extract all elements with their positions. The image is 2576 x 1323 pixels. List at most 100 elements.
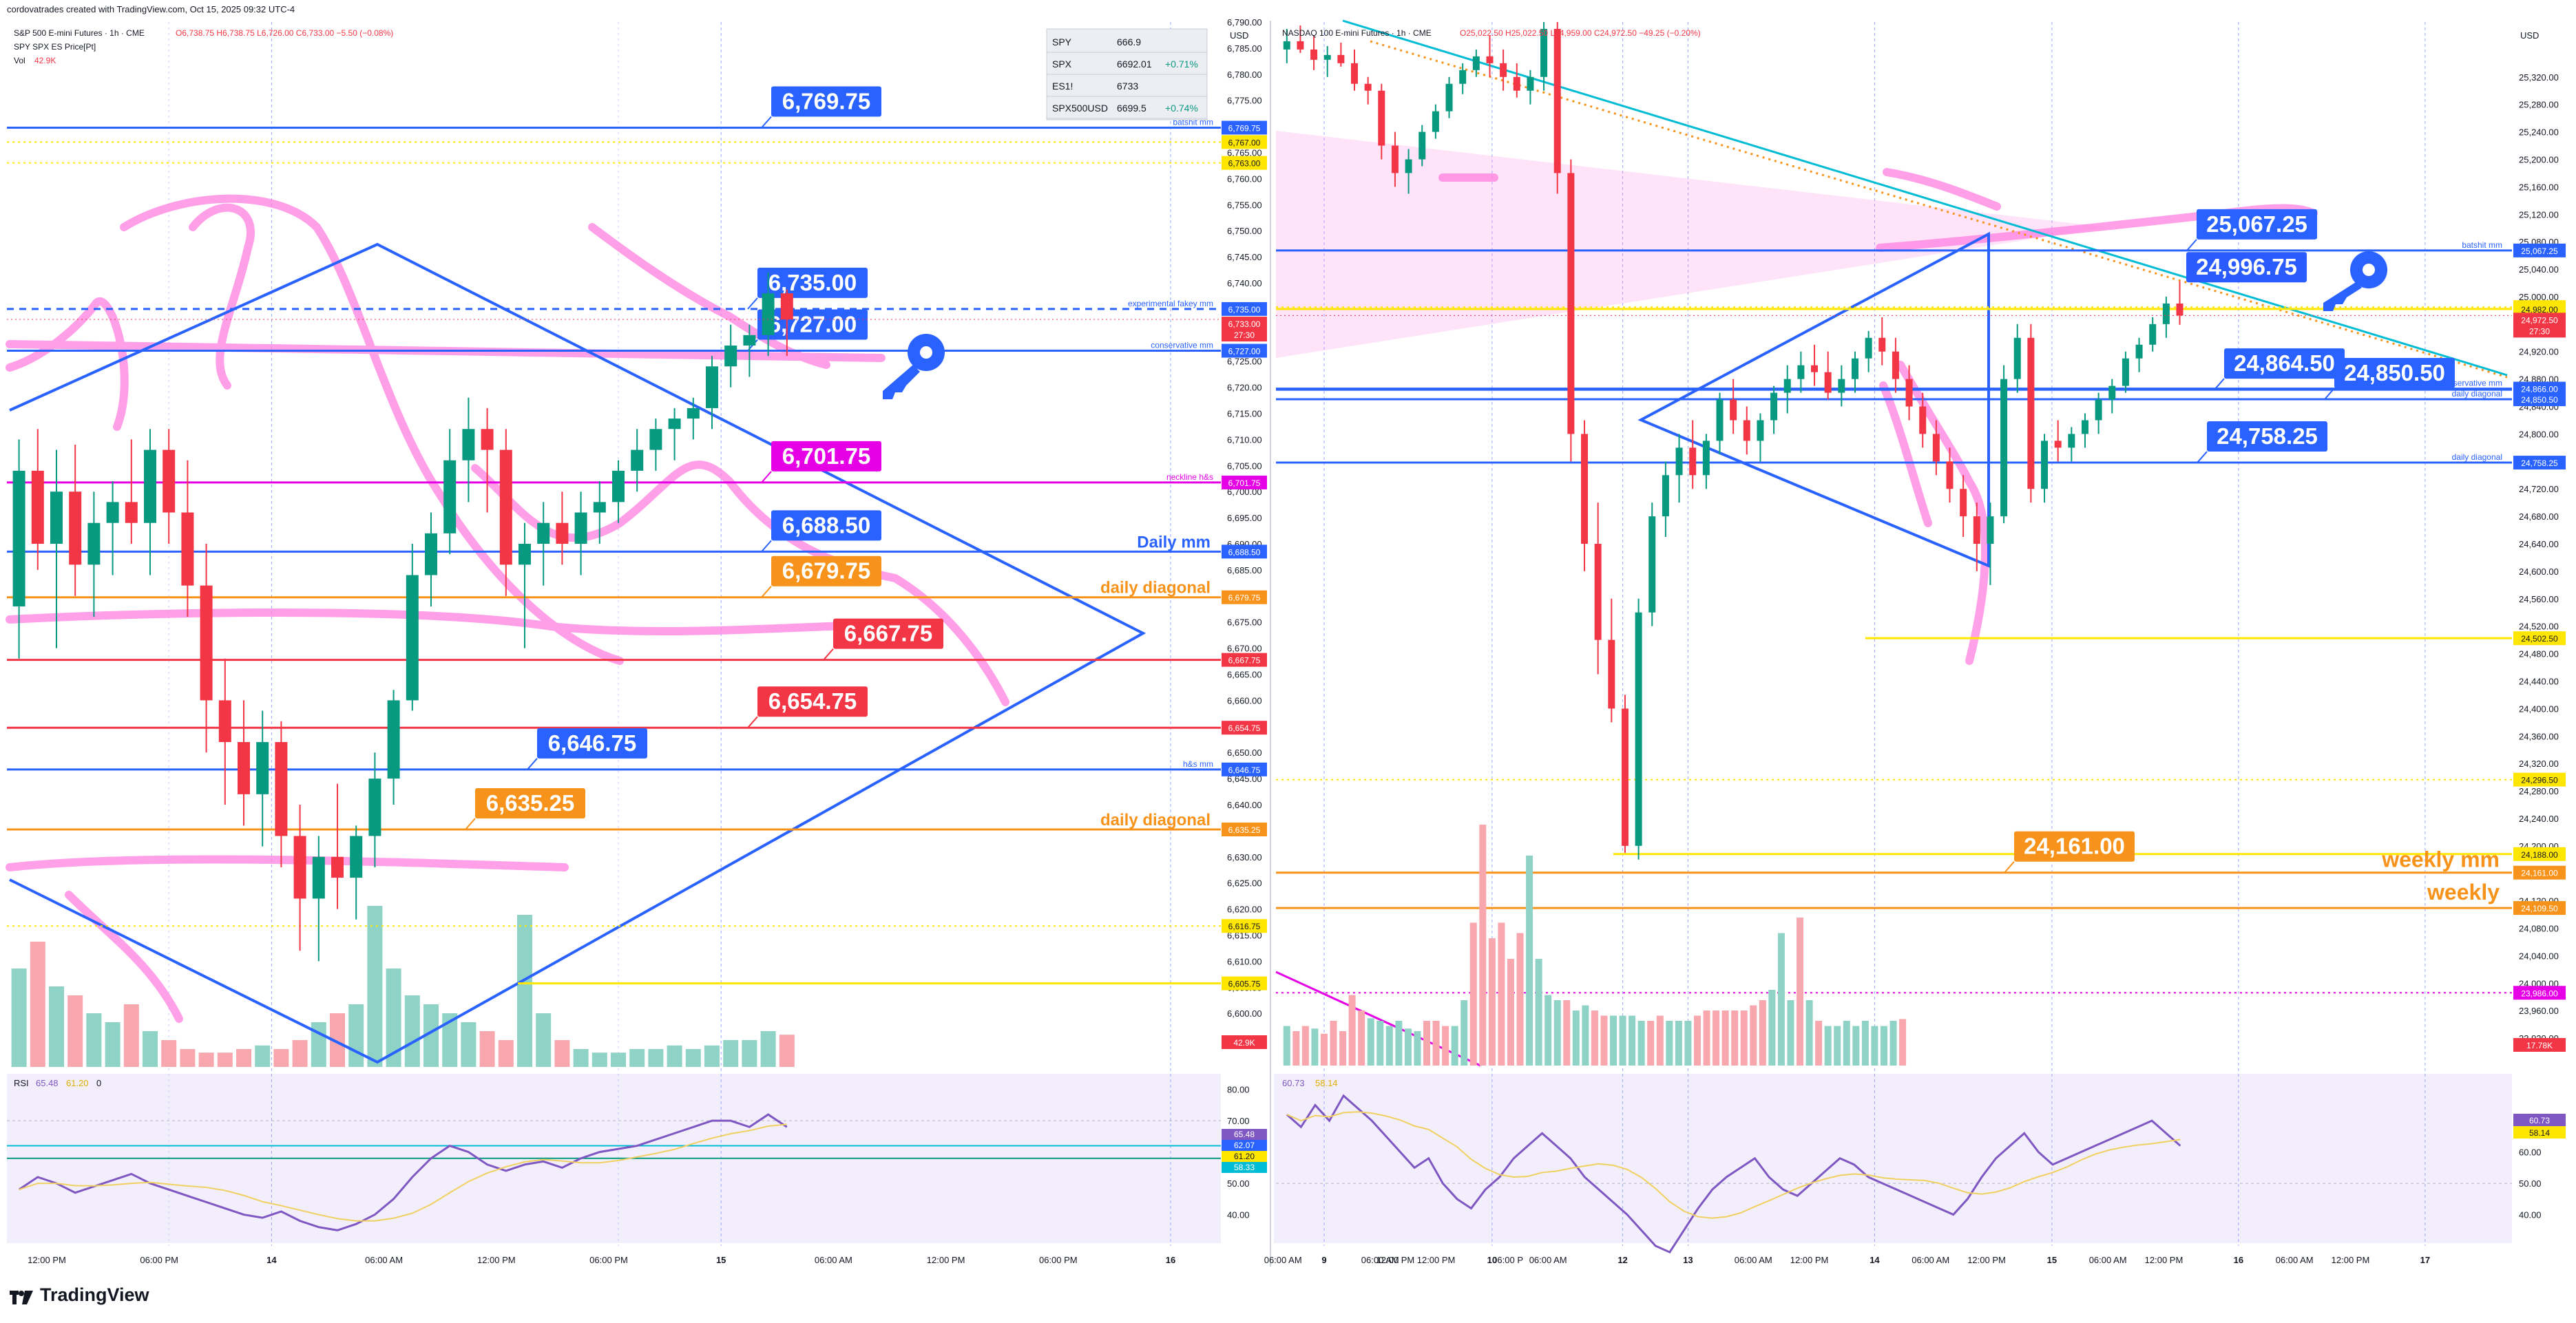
axis-badge-bg	[1222, 475, 1267, 489]
pink-wedge-fill	[1276, 131, 2107, 358]
candle-body	[31, 470, 44, 544]
table-symbol: ES1!	[1052, 81, 1073, 92]
volume-bar	[1693, 1015, 1701, 1066]
time-label: 15	[2047, 1255, 2057, 1265]
candle-body	[387, 700, 400, 779]
callout-pointer	[527, 758, 538, 770]
axis-tick: 24,640.00	[2519, 539, 2559, 549]
volume-bar	[1563, 1000, 1571, 1066]
label-text: 6,701.75	[782, 443, 870, 469]
pink-stroke	[1876, 204, 2318, 252]
volume-bar	[1348, 995, 1356, 1066]
axis-price-badge: 24,109.50	[2513, 901, 2566, 915]
rsi-badge: 60.73	[2513, 1114, 2566, 1126]
axis-price-badge: 6,727.00	[1222, 343, 1267, 358]
rsi-badge: 65.48	[1222, 1129, 1267, 1140]
candle-body	[1297, 41, 1304, 50]
volume-badge: 17.78K	[2513, 1038, 2566, 1052]
candle-body	[331, 856, 344, 878]
time-label: 06:00 AM	[1735, 1255, 1772, 1265]
volume-bar	[367, 906, 383, 1067]
key-icon-hole	[2363, 264, 2375, 276]
volume-bar	[685, 1049, 701, 1067]
overlay-legend: SPY SPX ES Price[Pt]	[14, 42, 96, 52]
volume-bar	[498, 1040, 514, 1067]
label-box	[757, 267, 868, 298]
axis-tick: 6,610.00	[1227, 956, 1262, 966]
volume-bar	[1526, 856, 1533, 1066]
axis-badge-bg	[1222, 135, 1267, 149]
time-label: 12:00 PM	[927, 1255, 965, 1265]
axis-tick: 24,560.00	[2519, 594, 2559, 604]
table-change: +0.71%	[1165, 59, 1198, 70]
candle-body	[499, 449, 512, 565]
time-label: 12:00 PM	[28, 1255, 66, 1265]
volume-bar	[1731, 1010, 1739, 1066]
axis-tick: 24,920.00	[2519, 347, 2559, 357]
volume-bar	[442, 1013, 458, 1067]
axis-badge-text: 6,701.75	[1228, 478, 1261, 488]
current-badge-price: 24,972.50	[2521, 315, 2558, 325]
volume-bar	[1376, 1021, 1384, 1066]
volume-bar	[1283, 1026, 1290, 1066]
left-rsi: RSI65.4861.20080.0070.0060.0050.0040.006…	[7, 1078, 1267, 1231]
ohlc-values: O25,022.50 H25,022.50 L24,959.00 C24,972…	[1460, 28, 1701, 38]
candle-body	[1594, 544, 1602, 640]
axis-tick: 24,280.00	[2519, 786, 2559, 796]
candle-body	[519, 544, 531, 565]
axis-tick: 6,760.00	[1227, 173, 1262, 184]
axis-badge-text: 25,067.25	[2521, 246, 2558, 256]
axis-badge-bg	[2513, 772, 2566, 787]
candle-body	[2000, 379, 2008, 517]
level-name: daily diagonal	[1100, 579, 1211, 597]
volume-bar	[1713, 1010, 1720, 1066]
volume-bar	[1367, 1018, 1374, 1066]
label-box	[2186, 252, 2307, 283]
candle-body	[1702, 441, 1710, 476]
axis-tick: 6,625.00	[1227, 878, 1262, 889]
rsi-signal-value: 58.14	[1315, 1078, 1338, 1088]
volume-bar	[123, 1004, 139, 1067]
volume-bar	[573, 1049, 589, 1067]
volume-bar	[760, 1031, 776, 1067]
volume-bar	[1553, 1000, 1561, 1066]
axis-badge-text: 24,161.00	[2521, 869, 2558, 878]
tradingview-logo[interactable]: TradingView	[10, 1284, 149, 1306]
current-badge-time: 27:30	[2529, 326, 2550, 336]
axis-price-badge: 6,735.00	[1222, 301, 1267, 316]
candle-body	[125, 502, 138, 523]
candle-body	[1919, 406, 1927, 434]
level-name: experimental fakey mm	[1128, 299, 1213, 308]
key-icon-shaft	[883, 365, 920, 399]
label-text: 24,996.75	[2196, 254, 2297, 279]
candle-body	[2176, 303, 2184, 316]
axis-price-badge: 24,296.50	[2513, 772, 2566, 787]
pink-stroke	[6, 297, 129, 431]
candle-body	[69, 491, 82, 565]
candle-body	[574, 512, 587, 544]
volume-bar	[1535, 959, 1542, 1066]
volume-bar	[1301, 1026, 1309, 1066]
axis-badge-text: 6,767.00	[1228, 138, 1261, 147]
rsi-tick: 70.00	[1227, 1116, 1250, 1126]
candle-body	[1838, 379, 1845, 393]
candle-body	[1824, 372, 1832, 393]
time-label: 16	[2234, 1255, 2243, 1265]
volume-bar	[86, 1013, 102, 1067]
axis-badge-bg	[1222, 721, 1267, 735]
volume-bar	[1339, 1031, 1347, 1066]
tradingview-logo-icon	[10, 1288, 33, 1304]
level-name: h&s mm	[1183, 759, 1213, 769]
candle-body	[1905, 379, 1913, 407]
rsi-line	[1286, 1094, 2181, 1253]
table-symbol: SPX	[1052, 59, 1072, 70]
rsi-signal-line	[19, 1123, 787, 1222]
volume-bar	[1721, 1010, 1729, 1066]
candle-body	[1783, 379, 1791, 393]
candle-body	[350, 836, 363, 878]
label-text: 25,067.25	[2206, 211, 2307, 237]
candle-body	[1797, 365, 1805, 379]
label-text: 6,646.75	[548, 730, 636, 756]
